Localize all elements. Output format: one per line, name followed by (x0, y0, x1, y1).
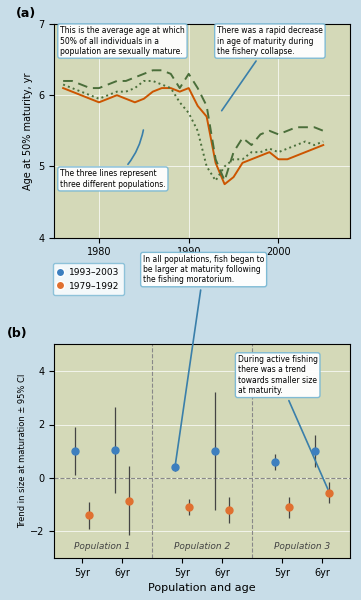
Legend: 1993–2003, 1979–1992: 1993–2003, 1979–1992 (53, 263, 124, 295)
X-axis label: Population and age: Population and age (148, 583, 256, 593)
Text: There was a rapid decrease
in age of maturity during
the fishery collapse.: There was a rapid decrease in age of mat… (217, 26, 323, 111)
Y-axis label: Trend in size at maturation ± 95% CI: Trend in size at maturation ± 95% CI (18, 374, 27, 529)
Text: Population 3: Population 3 (274, 542, 330, 551)
Text: (a): (a) (16, 7, 36, 20)
Text: (b): (b) (7, 327, 27, 340)
X-axis label: Year: Year (190, 263, 214, 273)
Text: During active fishing
there was a trend
towards smaller size
at maturity.: During active fishing there was a trend … (238, 355, 328, 490)
Y-axis label: Age at 50% maturity, yr: Age at 50% maturity, yr (23, 72, 32, 190)
Text: In all populations, fish began to
be larger at maturity following
the fishing mo: In all populations, fish began to be lar… (143, 254, 264, 464)
Text: This is the average age at which
50% of all individuals in a
population are sexu: This is the average age at which 50% of … (60, 26, 185, 56)
Text: Population 1: Population 1 (74, 542, 130, 551)
Text: Population 2: Population 2 (174, 542, 230, 551)
Text: The three lines represent
three different populations.: The three lines represent three differen… (60, 130, 166, 188)
